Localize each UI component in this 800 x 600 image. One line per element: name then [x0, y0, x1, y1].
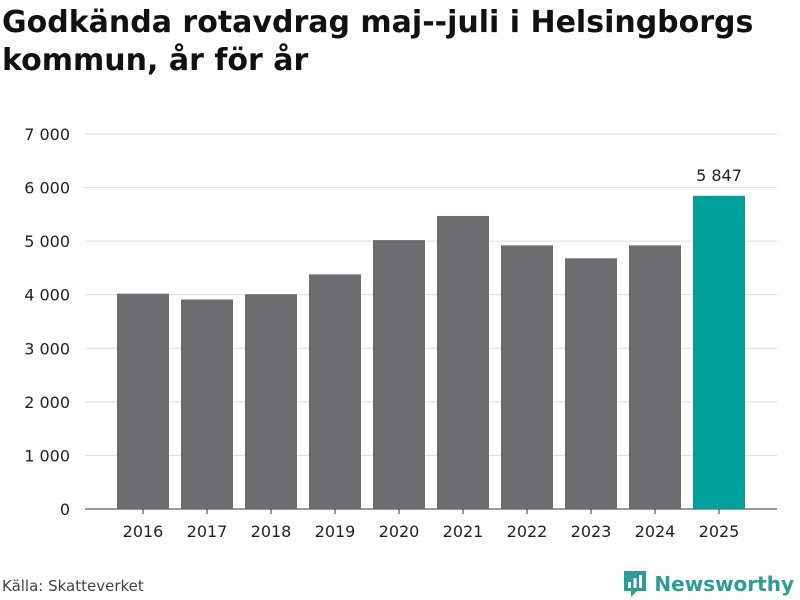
y-tick-label: 7 000: [24, 125, 70, 144]
bar-2024: [629, 245, 681, 509]
x-tick-label: 2020: [379, 522, 420, 541]
y-axis-tick-labels: 0 1 000 2 000 3 000 4 000 5 000 6 000 7 000: [24, 125, 70, 519]
x-tick-label: 2023: [571, 522, 612, 541]
x-tick-label: 2024: [635, 522, 676, 541]
y-tick-label: 1 000: [24, 446, 70, 465]
bar-2018: [245, 294, 297, 509]
bar-2021: [437, 215, 489, 509]
bar-2016: [117, 293, 169, 509]
x-tick-label: 2017: [187, 522, 228, 541]
y-tick-label: 0: [60, 500, 70, 519]
bar-2025: [693, 195, 745, 509]
bar-2023: [565, 258, 617, 509]
y-tick-label: 6 000: [24, 179, 70, 198]
source-note: Källa: Skatteverket: [2, 577, 144, 595]
y-tick-label: 2 000: [24, 393, 70, 412]
y-tick-label: 3 000: [24, 339, 70, 358]
data-labels: 5 847: [696, 166, 742, 185]
x-tick-label: 2019: [315, 522, 356, 541]
x-tick-label: 2022: [507, 522, 548, 541]
bar-2017: [181, 299, 233, 509]
bars: [117, 195, 745, 510]
x-tick-label: 2025: [699, 522, 740, 541]
x-axis-tick-labels: 2016 2017 2018 2019 2020 2021 2022 2023 2024 2025: [123, 509, 740, 541]
chart-title: Godkända rotavdrag maj--juli i Helsingbo…: [2, 5, 754, 78]
x-tick-label: 2018: [251, 522, 292, 541]
brand-logo: Newsworthy: [622, 569, 794, 599]
brand-name: Newsworthy: [654, 572, 794, 596]
bar-2019: [309, 274, 361, 509]
bar-2022: [501, 245, 553, 509]
y-tick-label: 4 000: [24, 286, 70, 305]
x-tick-label: 2021: [443, 522, 484, 541]
newsworthy-logo-icon: [624, 571, 647, 597]
data-label: 5 847: [696, 166, 742, 185]
x-tick-label: 2016: [123, 522, 164, 541]
bar-2020: [373, 240, 425, 510]
y-tick-label: 5 000: [24, 232, 70, 251]
